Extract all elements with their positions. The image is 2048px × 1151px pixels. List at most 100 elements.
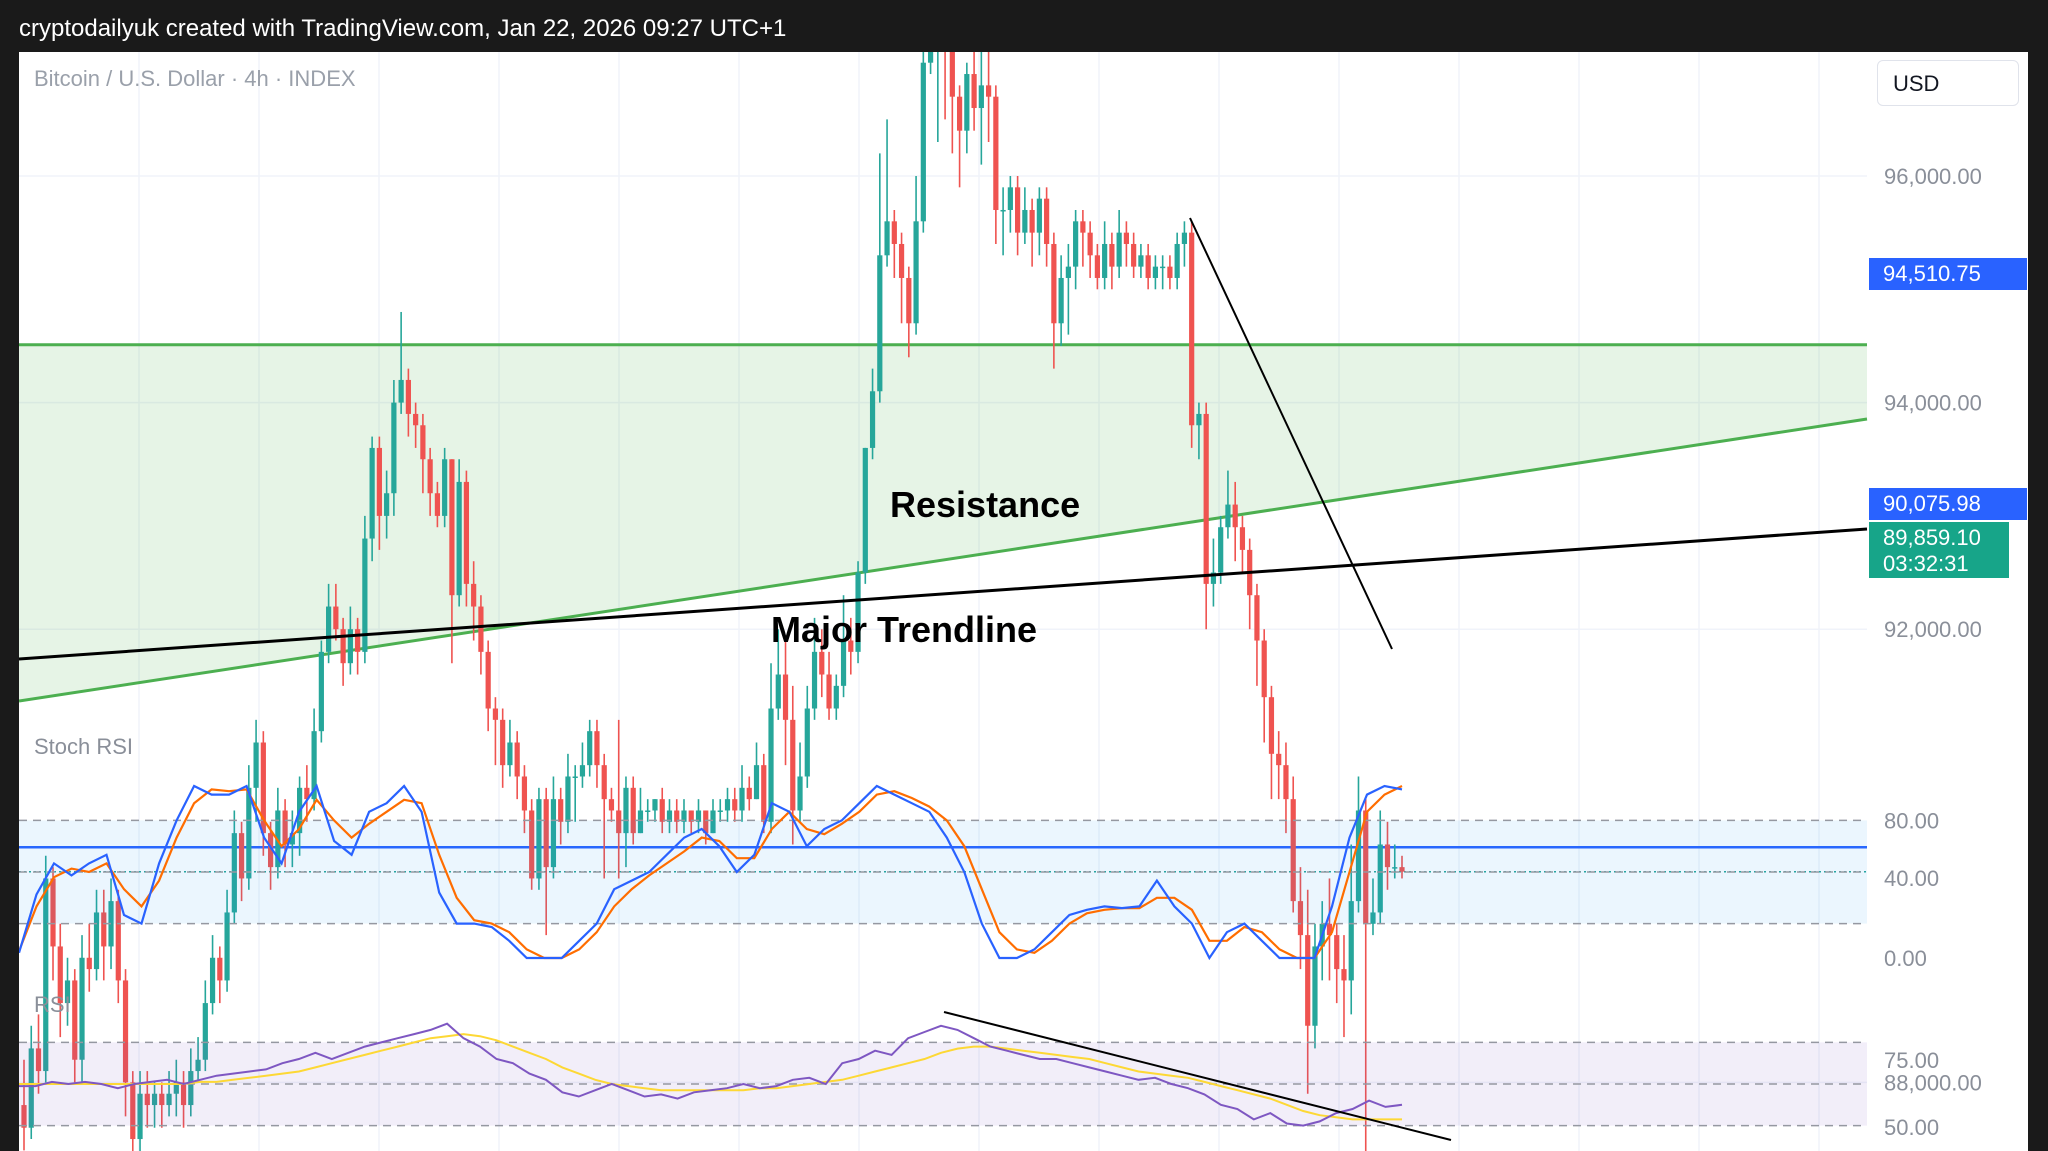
candle-body xyxy=(1174,243,1180,278)
symbol-label: Bitcoin / U.S. Dollar · 4h · INDEX xyxy=(34,66,356,91)
candle-body xyxy=(681,810,687,822)
candle-body xyxy=(1102,243,1108,278)
resistance-annotation[interactable]: Resistance xyxy=(890,484,1080,525)
candle-body xyxy=(35,1048,42,1072)
candle-body xyxy=(485,651,491,709)
candle-body xyxy=(449,459,455,596)
candle-body xyxy=(623,787,629,834)
candle-body xyxy=(920,62,926,222)
candle-body xyxy=(579,765,586,777)
candle-body xyxy=(521,776,528,811)
candle-body xyxy=(1370,912,1376,924)
candle-body xyxy=(1189,232,1195,426)
candle-body xyxy=(1007,187,1013,210)
stoch-tick-label: 40.00 xyxy=(1884,866,1939,891)
candle-body xyxy=(231,833,237,913)
candle-body xyxy=(224,912,230,981)
candle-body xyxy=(333,606,339,630)
chart-panel[interactable]: Resistance Major Trendline 96,000.00 94,0… xyxy=(19,52,2028,1151)
candle-body xyxy=(507,742,513,766)
candle-body xyxy=(732,799,738,811)
candle-body xyxy=(384,493,390,516)
candle-body xyxy=(86,957,92,970)
candle-body xyxy=(1297,901,1304,936)
stoch-k-line xyxy=(19,783,1403,961)
candle-body xyxy=(768,708,774,822)
candle-body xyxy=(173,1082,179,1094)
candle-body xyxy=(1377,844,1383,913)
down-trendline[interactable] xyxy=(1189,217,1393,650)
candle-body xyxy=(862,447,868,573)
candle-body xyxy=(840,640,847,686)
candle-body xyxy=(833,685,839,709)
candle-body xyxy=(1225,504,1231,528)
candle-body xyxy=(340,629,346,664)
candle-body xyxy=(826,674,832,709)
stoch-title: Stoch RSI xyxy=(34,734,133,759)
stoch-tick-label: 80.00 xyxy=(1884,808,1939,833)
candle-body xyxy=(688,810,694,822)
candle-body xyxy=(1232,504,1238,528)
chart-svg[interactable]: Resistance Major Trendline 96,000.00 94,0… xyxy=(19,52,2028,1151)
candle-body xyxy=(558,799,564,822)
candle-body xyxy=(529,810,535,879)
candle-body xyxy=(289,833,295,845)
rsi-title: RSI xyxy=(34,992,71,1017)
price-tick-label: 94,000.00 xyxy=(1884,391,1982,416)
candle-body xyxy=(398,379,404,403)
rising-support-line[interactable] xyxy=(19,417,1868,703)
candle-body xyxy=(115,901,121,981)
candle-body xyxy=(543,799,549,868)
candle-body xyxy=(956,96,963,131)
candle-body xyxy=(884,221,890,256)
candle-body xyxy=(405,379,411,414)
candles xyxy=(21,52,1405,1151)
candle-body xyxy=(572,776,578,778)
candle-body xyxy=(1000,209,1006,212)
candle-body xyxy=(1080,221,1086,233)
candle-body xyxy=(1399,867,1405,872)
candle-body xyxy=(811,651,818,709)
candle-body xyxy=(1254,595,1260,641)
candle-body xyxy=(64,980,71,1004)
candle-body xyxy=(500,719,506,766)
candle-body xyxy=(217,957,223,981)
candle-body xyxy=(130,1082,136,1140)
candle-body xyxy=(188,1071,194,1106)
candle-body xyxy=(72,980,78,1060)
candle-body xyxy=(260,742,266,834)
candle-body xyxy=(848,640,854,652)
candle-body xyxy=(238,833,245,879)
candle-body xyxy=(1334,935,1340,970)
candle-body xyxy=(819,651,825,675)
candle-body xyxy=(1261,640,1267,698)
candle-body xyxy=(391,402,397,494)
candle-body xyxy=(1015,187,1021,233)
candle-body xyxy=(993,96,999,210)
candle-body xyxy=(1109,243,1115,267)
candle-body xyxy=(93,912,100,970)
candle-body xyxy=(986,85,992,97)
grid-lines xyxy=(19,52,1867,1151)
stoch-tick-label: 0.00 xyxy=(1884,946,1927,971)
candle-body xyxy=(790,719,796,811)
candle-body xyxy=(159,1093,165,1106)
candle-body xyxy=(1355,810,1362,902)
candle-body xyxy=(427,459,433,494)
candle-body xyxy=(514,742,520,777)
candle-body xyxy=(601,765,607,800)
candle-body xyxy=(1145,255,1151,278)
candle-body xyxy=(282,810,288,845)
currency-button[interactable]: USD xyxy=(1877,60,2019,106)
candle-body xyxy=(536,799,542,879)
candle-body xyxy=(855,572,861,652)
candle-body xyxy=(913,221,919,324)
candle-body xyxy=(1203,413,1209,584)
trendline-annotation[interactable]: Major Trendline xyxy=(771,609,1037,650)
candle-body xyxy=(1218,527,1224,573)
candle-body xyxy=(746,787,752,800)
candle-body xyxy=(703,810,709,834)
candle-body xyxy=(616,810,622,834)
major-trendline[interactable] xyxy=(19,527,1868,661)
